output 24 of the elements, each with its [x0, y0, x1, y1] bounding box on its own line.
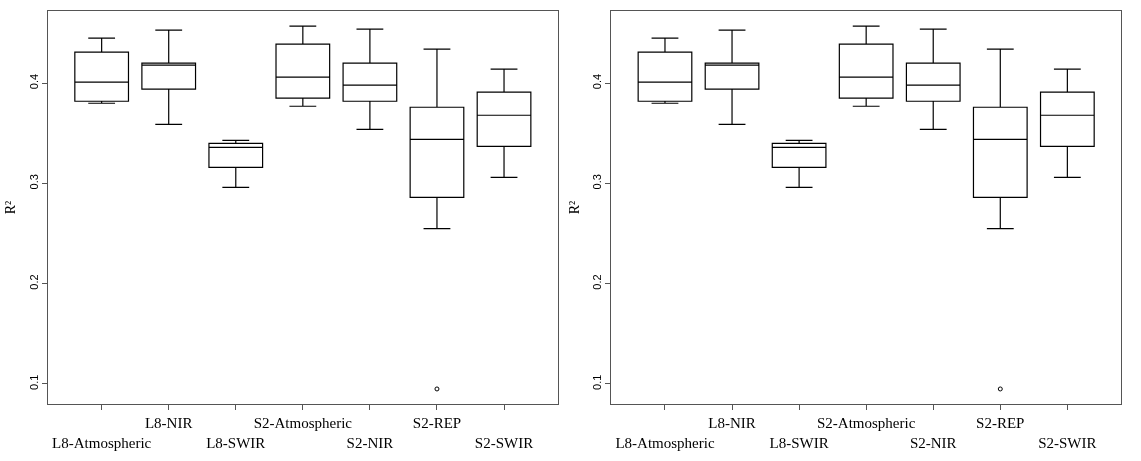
x-tick-label: L8-Atmospheric [615, 434, 715, 451]
y-tick-label: 0.3 [590, 174, 603, 190]
x-tick-label: L8-SWIR [206, 434, 266, 451]
x-tick-label: S2-REP [976, 415, 1025, 431]
y-tick-label: 0.3 [27, 174, 40, 190]
y-tick-label: 0.4 [27, 73, 40, 90]
y-tick-label: 0.1 [590, 374, 603, 390]
y-tick-label: 0.4 [590, 73, 603, 90]
x-tick-label: S2-REP [412, 415, 462, 431]
x-tick-label: L8-Atmospheric [52, 434, 152, 451]
y-tick-label: 0.2 [590, 274, 603, 290]
x-tick-label: L8-SWIR [769, 434, 829, 451]
x-tick-label: L8-NIR [708, 415, 756, 431]
y-tick-label: 0.1 [27, 374, 40, 390]
y-tick-label: 0.2 [27, 274, 40, 290]
y-axis-title: R² [566, 200, 582, 215]
x-tick-label: S2-SWIR [1038, 434, 1097, 451]
x-tick-label: L8-NIR [144, 415, 193, 431]
x-tick-label: S2-NIR [346, 434, 394, 451]
x-tick-label: S2-Atmospheric [253, 415, 353, 431]
x-tick-label: S2-SWIR [474, 434, 534, 451]
x-tick-label: S2-NIR [909, 434, 957, 451]
y-axis-title: R² [3, 200, 19, 215]
x-tick-label: S2-Atmospheric [817, 415, 916, 431]
